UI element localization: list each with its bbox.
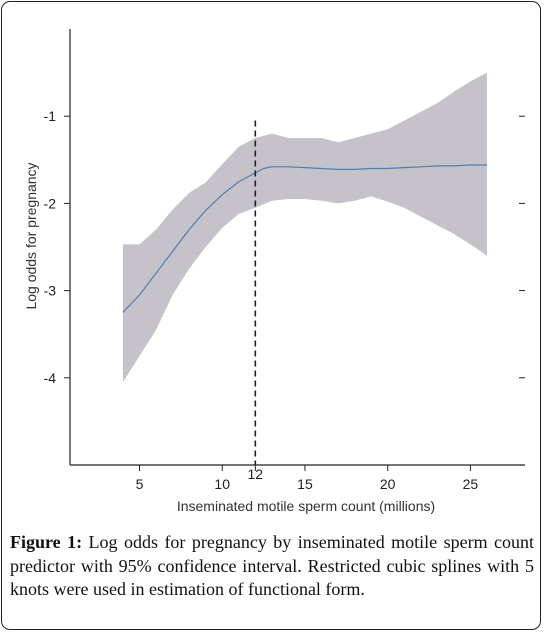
y-tick-label: -3 <box>44 283 57 299</box>
spline-line <box>122 164 487 313</box>
figure-caption: Figure 1: Log odds for pregnancy by inse… <box>10 531 534 602</box>
x-tick-label-highlight: 12 <box>248 466 264 482</box>
x-tick-label: 20 <box>380 476 396 492</box>
y-axis-title: Log odds for pregnancy <box>23 162 39 309</box>
caption-text: Log odds for pregnancy by inseminated mo… <box>10 532 535 599</box>
y-tick-label: -1 <box>44 108 57 124</box>
y-tick-label: -2 <box>44 195 57 211</box>
caption-label: Figure 1: <box>10 532 83 552</box>
confidence-band <box>122 72 487 383</box>
y-tick-label: -4 <box>44 370 57 386</box>
x-tick-label: 10 <box>214 476 230 492</box>
x-tick-label: 15 <box>297 476 313 492</box>
x-tick-label: 25 <box>463 476 479 492</box>
x-tick-label: 5 <box>136 476 144 492</box>
chart: 5 10 15 20 25 12 -1 -2 -3 -4 Inseminated motile s… <box>23 29 525 514</box>
x-axis-title: Inseminated motile sperm count (millions… <box>177 498 435 514</box>
